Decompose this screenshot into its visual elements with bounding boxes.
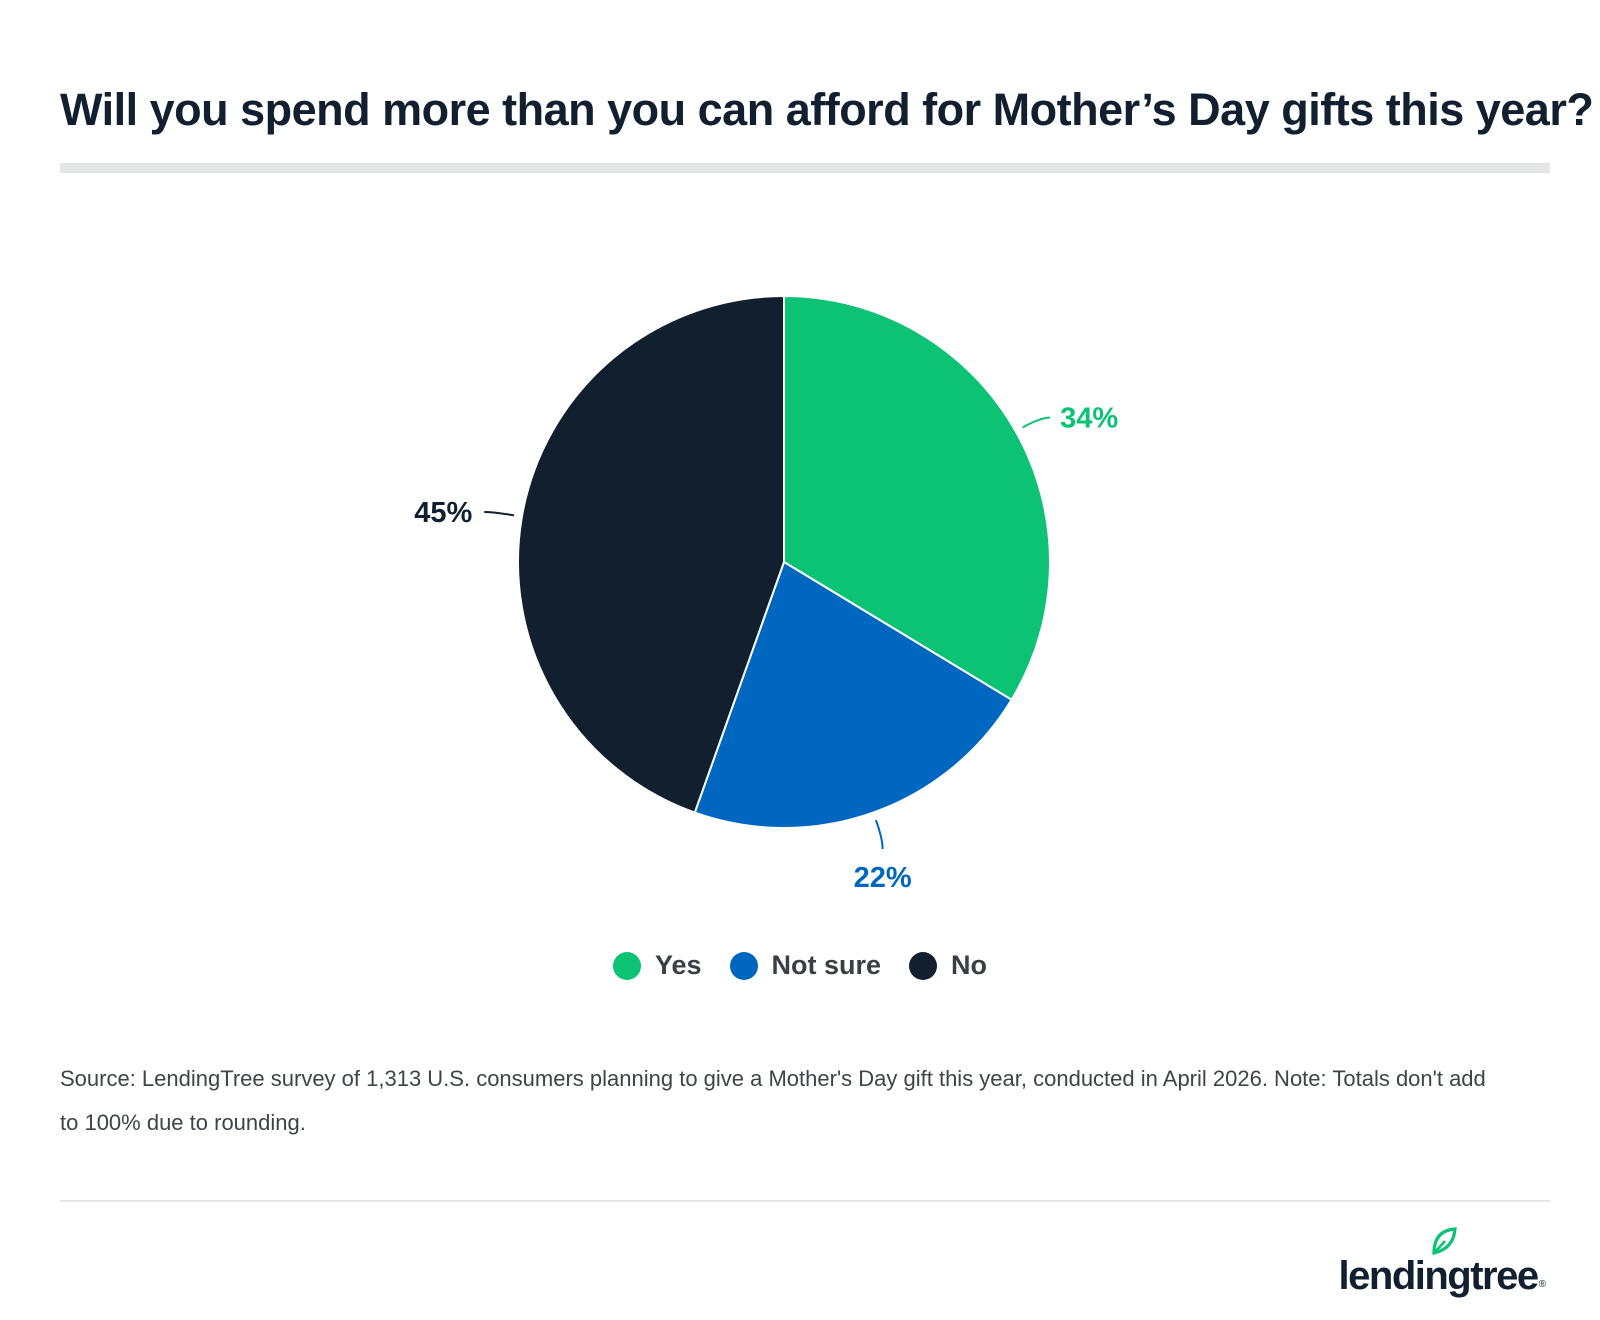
logo-wordmark: lendingtree [1339,1227,1539,1296]
leader-line-not-sure [874,819,884,849]
legend-item-not-sure: Not sure [729,950,882,981]
footer-divider [60,1200,1550,1202]
data-label-not-sure: 22% [854,862,912,894]
source-note: Source: LendingTree survey of 1,313 U.S.… [60,1066,1486,1135]
registered-mark: ® [1538,1279,1546,1290]
legend-swatch-yes [612,951,641,980]
pie-slice-yes [783,294,1051,702]
data-label-no: 45% [414,497,472,529]
lendingtree-logo: lendingtree ® [1339,1227,1546,1296]
legend-swatch-no [909,951,938,980]
leaf-icon [1431,1227,1457,1256]
legend-item-no: No [909,950,987,981]
pie-slice-no [517,294,785,814]
legend-swatch-not-sure [729,951,758,980]
legend-label-no: No [951,950,988,980]
pie-slice-not-sure [693,560,1013,829]
legend-item-yes: Yes [612,950,702,981]
chart-legend: Yes Not sure No [0,950,1600,981]
title-divider [60,163,1550,173]
legend-label-yes: Yes [654,950,702,980]
data-label-yes: 34% [1060,403,1118,435]
chart-title: Will you spend more than you can afford … [60,84,1594,135]
leader-line-yes [1022,416,1051,429]
legend-label-not-sure: Not sure [771,950,882,980]
leader-line-no [484,510,515,517]
